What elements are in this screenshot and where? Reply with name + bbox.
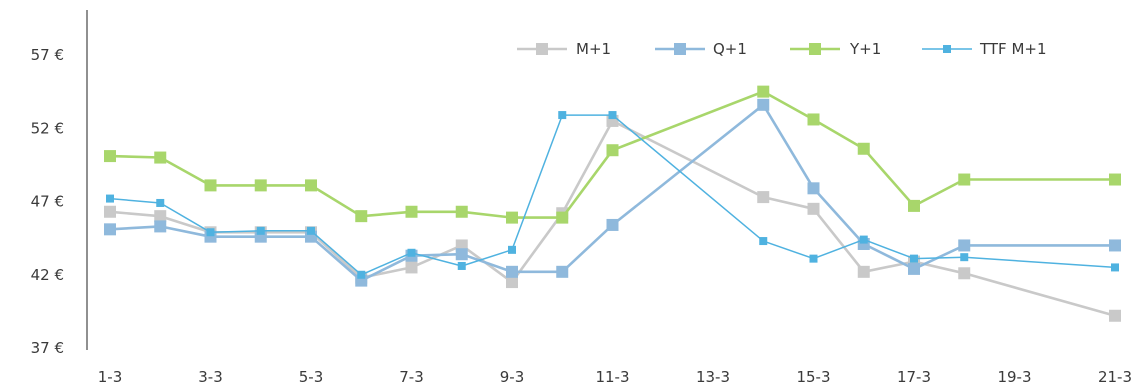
data-point	[556, 265, 569, 278]
y-tick-label: 37 €	[31, 339, 64, 357]
data-point	[558, 111, 567, 120]
x-tick-label: 9-3	[500, 368, 525, 386]
legend-label: Y+1	[849, 40, 881, 58]
data-point	[307, 226, 315, 235]
data-point	[807, 113, 820, 126]
x-tick-label: 19-3	[997, 368, 1031, 386]
data-point	[455, 248, 468, 261]
legend-entry: M+1	[517, 40, 611, 58]
x-tick-label: 7-3	[399, 368, 424, 386]
data-point	[807, 182, 820, 195]
data-point	[506, 276, 518, 289]
data-point	[908, 199, 920, 212]
x-tick-label: 1-3	[98, 368, 123, 386]
data-point	[254, 179, 267, 192]
legend-marker	[674, 43, 686, 55]
data-point	[759, 237, 768, 246]
data-point	[156, 198, 165, 207]
data-point	[405, 205, 418, 218]
data-point	[508, 245, 516, 254]
data-point	[1111, 263, 1119, 272]
data-point	[809, 254, 818, 263]
data-point	[104, 205, 116, 218]
data-point	[457, 261, 466, 270]
data-point	[958, 267, 971, 280]
data-point	[106, 194, 114, 203]
data-point	[407, 248, 416, 257]
axis-layer: 37 € 42 € 47 € 52 € 57 € 1-3 3-3 5-3 7-3 9-3 11-3 1…	[31, 10, 1132, 386]
x-tick-label: 3-3	[198, 368, 223, 386]
x-tick-label: 17-3	[897, 368, 931, 386]
legend-entry: Q+1	[655, 40, 747, 58]
data-point	[606, 144, 619, 157]
x-tick-label: 15-3	[796, 368, 830, 386]
data-point	[204, 179, 217, 192]
data-point	[357, 270, 366, 279]
data-point	[1109, 173, 1121, 186]
data-point	[960, 253, 969, 262]
data-point	[908, 262, 920, 275]
data-point	[455, 205, 468, 218]
x-tick-label: 21-3	[1098, 368, 1132, 386]
legend-label: M+1	[576, 40, 611, 58]
data-point	[910, 254, 918, 263]
data-point	[355, 210, 368, 223]
series-y-1	[104, 85, 1121, 224]
legend-marker	[536, 43, 548, 55]
legend-marker	[809, 43, 821, 55]
data-point	[859, 235, 868, 244]
data-point	[556, 211, 569, 224]
data-point	[807, 202, 820, 215]
data-point	[206, 228, 215, 237]
legend-marker	[943, 45, 951, 53]
data-point	[506, 211, 518, 224]
data-point	[154, 151, 167, 164]
x-tick-label: 13-3	[696, 368, 730, 386]
data-point	[154, 210, 167, 223]
legend-label: Q+1	[713, 40, 747, 58]
series-ttf-m-1	[106, 111, 1119, 279]
data-point	[1109, 239, 1121, 252]
data-point	[958, 239, 971, 252]
legend: M+1 Q+1 Y+1 TTF M+1	[517, 40, 1047, 58]
data-point	[857, 142, 870, 155]
y-tick-label: 42 €	[31, 266, 64, 284]
legend-entry: Y+1	[790, 40, 881, 58]
series-layer	[104, 85, 1121, 322]
x-tick-label: 11-3	[595, 368, 629, 386]
data-point	[757, 85, 770, 98]
data-point	[305, 179, 317, 192]
data-point	[256, 226, 265, 235]
x-tick-label: 5-3	[299, 368, 324, 386]
data-point	[1109, 309, 1121, 322]
y-tick-label: 47 €	[31, 193, 64, 211]
data-point	[757, 191, 770, 204]
data-point	[958, 173, 971, 186]
data-point	[154, 220, 167, 233]
data-point	[104, 223, 116, 236]
y-tick-label: 57 €	[31, 46, 64, 64]
data-point	[405, 261, 418, 274]
data-point	[506, 265, 518, 278]
legend-label: TTF M+1	[979, 40, 1047, 58]
data-point	[104, 150, 116, 163]
data-point	[606, 218, 619, 231]
legend-entry: TTF M+1	[922, 40, 1047, 58]
data-point	[857, 265, 870, 278]
y-tick-label: 52 €	[31, 119, 64, 137]
series-q-1	[104, 98, 1121, 287]
data-point	[757, 98, 770, 111]
data-point	[608, 111, 617, 120]
